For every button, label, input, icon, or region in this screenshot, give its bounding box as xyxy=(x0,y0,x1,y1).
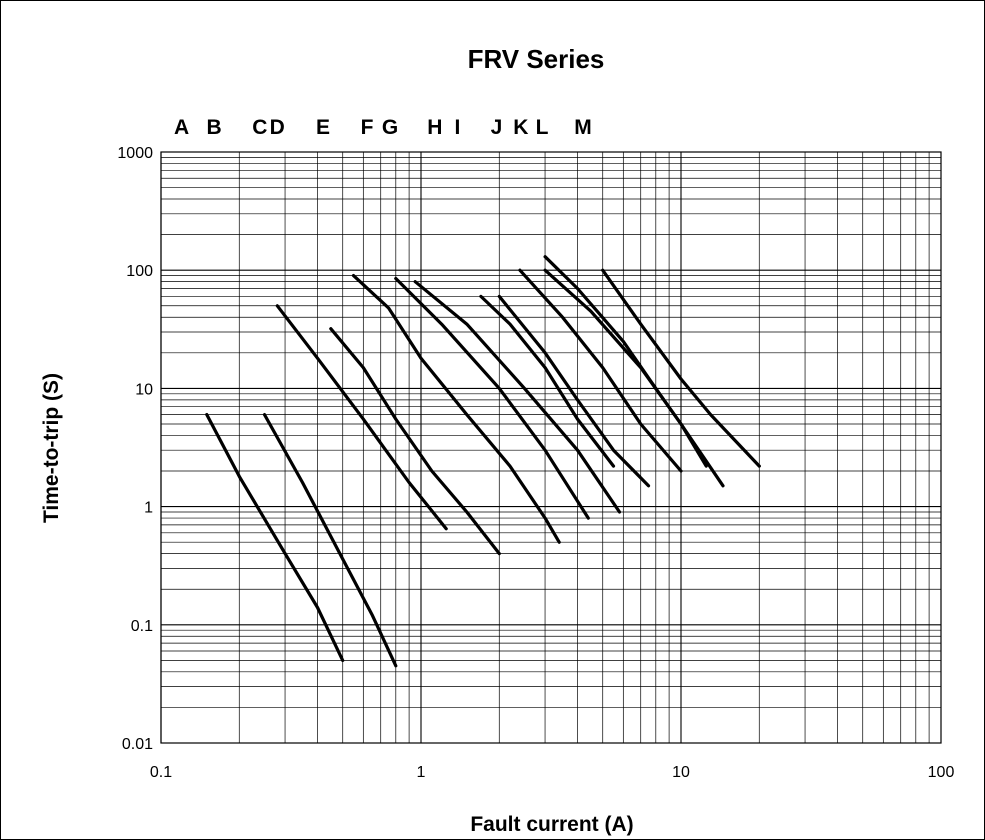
x-tick-labels: 0.1 1 10 100 xyxy=(150,764,955,781)
x-axis-label: Fault current (A) xyxy=(470,813,633,836)
y-axis-label: Time-to-trip (S) xyxy=(40,373,63,523)
series-letter-c: C xyxy=(252,116,267,139)
trip-curve-2 xyxy=(262,413,398,668)
series-letter-e: E xyxy=(316,116,330,139)
series-letter-h: H xyxy=(427,116,442,139)
series-letter-g: G xyxy=(382,116,398,139)
x-tick-label: 100 xyxy=(928,764,955,781)
series-letter-d: D xyxy=(270,116,285,139)
trip-curve-6 xyxy=(394,276,590,520)
series-letter-k: K xyxy=(513,116,528,139)
trip-curve-13 xyxy=(601,268,761,468)
y-tick-label: 100 xyxy=(126,263,153,280)
trip-curve-10 xyxy=(518,268,683,473)
trip-curve-1 xyxy=(205,413,345,662)
trip-curve-7 xyxy=(413,280,622,514)
series-letter-j: J xyxy=(491,116,503,139)
y-tick-label: 1 xyxy=(144,500,153,517)
series-letter-a: A xyxy=(174,116,189,139)
chart-title: FRV Series xyxy=(468,44,605,74)
trip-curve-8 xyxy=(479,294,616,468)
y-tick-label: 10 xyxy=(135,381,153,398)
trip-curve-3 xyxy=(275,304,448,531)
y-tick-labels: 0.01 0.1 1 10 100 1000 xyxy=(117,145,153,753)
y-tick-label: 0.1 xyxy=(131,618,153,635)
x-tick-label: 1 xyxy=(417,764,426,781)
series-letter-i: I xyxy=(454,116,460,139)
trip-curve-11 xyxy=(543,255,708,468)
trip-curve-5 xyxy=(351,274,561,544)
series-letter-f: F xyxy=(361,116,374,139)
series-letter-l: L xyxy=(536,116,549,139)
trip-curve-12 xyxy=(543,268,725,488)
x-tick-label: 10 xyxy=(672,764,690,781)
x-tick-label: 0.1 xyxy=(150,764,172,781)
series-letter-b: B xyxy=(206,116,221,139)
trip-curves xyxy=(205,255,761,668)
plot-border xyxy=(160,151,942,744)
y-tick-label: 1000 xyxy=(117,145,153,162)
grid xyxy=(160,151,942,744)
trip-curve-9 xyxy=(497,294,651,488)
trip-curve-4 xyxy=(329,327,501,556)
series-letter-m: M xyxy=(574,116,592,139)
y-tick-label: 0.01 xyxy=(122,736,153,753)
